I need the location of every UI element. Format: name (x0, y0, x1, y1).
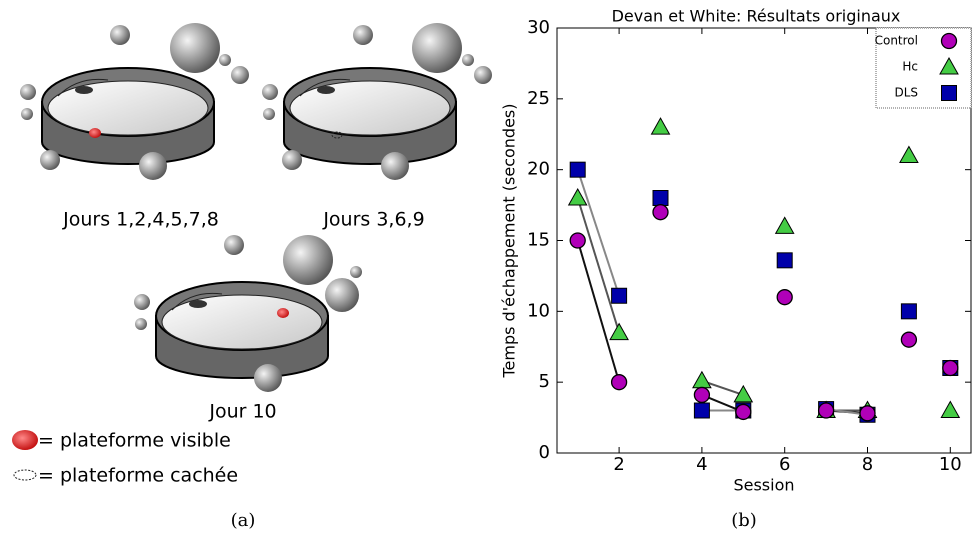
y-tick-label: 15 (527, 230, 550, 251)
cue (224, 235, 244, 255)
y-tick-label: 10 (527, 300, 550, 321)
marker (650, 117, 671, 135)
cue (462, 54, 474, 66)
cue (170, 23, 220, 73)
pool (284, 68, 456, 164)
marker (900, 331, 918, 348)
caption: (a) (231, 510, 256, 531)
platform (277, 308, 289, 318)
cue (110, 25, 130, 45)
x-tick-label: 8 (862, 454, 873, 475)
marker (567, 187, 588, 206)
marker (735, 403, 752, 421)
connector (576, 169, 621, 297)
legend-marker (939, 56, 959, 75)
pool-label: Jour 10 (208, 401, 276, 423)
marker (817, 402, 835, 419)
cue (262, 84, 278, 100)
cue (139, 152, 167, 180)
cue (474, 66, 492, 84)
pool (156, 282, 328, 378)
legend-label: Hc (902, 60, 918, 74)
legend-marker (941, 85, 957, 101)
pool (42, 68, 214, 164)
y-axis-label: Temps d'échappement (secondes) (500, 103, 519, 378)
cue (231, 66, 249, 84)
pool-label: Jours 1,2,4,5,7,8 (62, 209, 219, 231)
legend-icon (12, 430, 38, 450)
y-tick-label: 25 (527, 88, 550, 109)
x-axis-label: Session (733, 476, 794, 495)
marker (774, 216, 795, 234)
platform (331, 131, 343, 139)
y-tick-label: 20 (527, 159, 550, 180)
marker (776, 289, 793, 306)
legend-marker (940, 32, 958, 50)
cue (21, 108, 33, 120)
y-tick-label: 5 (539, 371, 550, 392)
marker (940, 400, 961, 418)
marker (693, 402, 710, 419)
platform (89, 128, 101, 138)
marker (652, 190, 669, 206)
marker (942, 359, 959, 377)
cue (412, 23, 462, 73)
panel-a: Jours 1,2,4,5,7,8 Jours 3,6,9 Jour 10 = … (12, 23, 492, 531)
marker (569, 161, 586, 178)
cue (350, 266, 362, 278)
connector (576, 240, 621, 383)
cue (325, 278, 359, 312)
y-tick-label: 0 (539, 442, 550, 463)
y-tick-label: 30 (527, 17, 550, 38)
cue (135, 318, 147, 330)
cue (219, 54, 231, 66)
cue (40, 150, 60, 170)
marker (859, 405, 876, 422)
cue (283, 235, 333, 285)
x-tick-label: 10 (939, 454, 962, 475)
marker (611, 287, 628, 304)
marker (900, 303, 917, 320)
marker (733, 384, 754, 403)
legend-text: = plateforme cachée (38, 465, 238, 487)
marker (899, 145, 919, 163)
cue (381, 152, 409, 180)
legend-label: DLS (894, 86, 918, 100)
cue (263, 108, 275, 120)
chart-title: Devan et White: Résultats originaux (612, 7, 901, 26)
cue (353, 25, 373, 45)
panel-b: 0 5 10 15 20 25 30 2 4 6 8 10 Devan et White: Résult… (500, 7, 972, 531)
marker (569, 232, 586, 249)
x-tick-label: 4 (696, 454, 707, 475)
pool-label: Jours 3,6,9 (322, 209, 424, 231)
marker (610, 374, 628, 391)
legend-text: = plateforme visible (38, 430, 231, 452)
caption: (b) (731, 510, 757, 531)
marker (652, 204, 669, 221)
marker (609, 322, 629, 341)
x-tick-label: 6 (779, 454, 790, 475)
marker (693, 386, 711, 404)
marker (692, 370, 712, 389)
legend-label: Control (875, 34, 918, 48)
cue (282, 150, 302, 170)
connector (576, 197, 621, 333)
cue (20, 84, 36, 100)
marker (776, 252, 793, 269)
legend-icon (13, 469, 37, 481)
cue (134, 294, 150, 310)
x-tick-label: 2 (613, 454, 624, 475)
cue (254, 364, 282, 392)
